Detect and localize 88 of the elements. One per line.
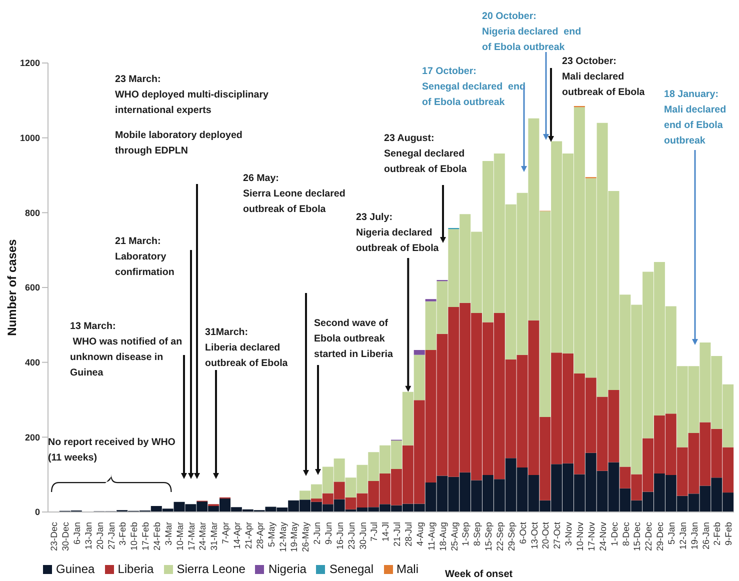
- y-tick-label: 1200: [20, 58, 40, 68]
- x-axis-title: Week of onset: [445, 569, 514, 580]
- x-tick-label: 21-Jul: [392, 522, 402, 547]
- x-tick-label: 10-Nov: [575, 522, 586, 552]
- annotation: 26 May: Sierra Leone declared outbreak of Ebola: [243, 173, 346, 215]
- y-tick-label: 200: [24, 432, 40, 442]
- x-tick-label: 23-Jun: [346, 522, 356, 550]
- y-axis-title: Number of cases: [5, 238, 19, 336]
- x-tick-label: 4-Aug: [414, 522, 425, 546]
- x-tick-label: 24-Nov: [598, 522, 608, 552]
- annotation: No report received by WHO (11 weeks): [48, 437, 176, 464]
- x-tick-label: 5-May: [266, 522, 276, 548]
- x-tick-label: 1-Dec: [609, 522, 620, 546]
- x-tick-label: 16-Jun: [334, 522, 345, 550]
- x-tick-label: 9-Feb: [724, 522, 734, 546]
- x-tick-label: 14-Apr: [232, 522, 242, 550]
- x-tick-label: 25-Aug: [449, 522, 460, 552]
- y-tick-label: 600: [24, 282, 40, 293]
- annotation: 18 January: Mali declared end of Ebola outbreak: [664, 89, 726, 146]
- x-tick-label: 11-Aug: [426, 522, 436, 550]
- x-tick-label: 2-Jun: [312, 522, 322, 545]
- annotation: 23 October: Mali declared outbreak of Ebola: [562, 56, 646, 98]
- x-tick-label: 5-Jan: [666, 522, 677, 545]
- x-tick-label: 8-Dec: [620, 522, 631, 546]
- x-tick-label: 19-May: [289, 522, 300, 552]
- x-tick-label: 6-Jan: [72, 522, 82, 545]
- annotation: 31March: Liberia declared outbreak of Ebola: [205, 327, 288, 369]
- x-tick-label: 17-Mar: [186, 522, 196, 551]
- x-tick-label: 1-Sep: [460, 522, 471, 546]
- x-tick-label: 15-Sep: [484, 522, 494, 552]
- annotation: 23 March: WHO deployed multi-disciplinary international experts: [115, 74, 270, 116]
- legend-label: Mali: [396, 562, 419, 576]
- x-tick-label: 9-Jun: [324, 522, 334, 545]
- y-tick-label: 800: [24, 208, 40, 218]
- annotation: 21 March: Laboratory confirmation: [115, 236, 174, 278]
- annotation: 13 March: WHO was notified of an unknown disease in Guinea: [70, 321, 182, 378]
- x-tick-label: 19-Jan: [689, 522, 700, 550]
- x-tick-label: 3-Feb: [118, 522, 128, 546]
- x-tick-label: 22-Dec: [644, 522, 654, 552]
- text: 20 October: Nigeria declared end of Ebola outbreak: [482, 11, 582, 53]
- x-tick-label: 6-Oct: [518, 522, 528, 544]
- x-tick-label: 13-Oct: [529, 522, 540, 550]
- annotation: 23 August: Senegal declared outbreak of Ebola: [384, 133, 468, 175]
- x-tick-label: 13-Jan: [83, 522, 94, 550]
- x-tick-label: 10-Mar: [174, 522, 185, 551]
- x-tick-label: 30-Dec: [60, 522, 71, 552]
- legend-label: Guinea: [56, 562, 95, 576]
- x-tick-label: 26-Jan: [700, 522, 711, 550]
- x-tick-label: 12-Jan: [678, 522, 688, 550]
- x-tick-label: 24-Mar: [198, 522, 208, 551]
- x-tick-label: 3-Nov: [564, 522, 574, 546]
- annotation: Mobile laboratory deployed through EDPLN: [115, 130, 242, 156]
- y-tick-label: 400: [24, 358, 40, 368]
- x-tick-label: 20-Oct: [540, 522, 551, 550]
- x-tick-label: 31-Mar: [209, 522, 220, 551]
- x-tick-label: 14-Jl: [380, 522, 391, 542]
- x-tick-label: 28-Apr: [254, 522, 265, 550]
- x-tick-label: 20-Jan: [94, 522, 105, 550]
- x-tick-label: 8-Sep: [472, 522, 482, 546]
- x-tick-label: 30-Jun: [358, 522, 368, 550]
- legend-label: Liberia: [118, 562, 154, 576]
- y-tick-label: 1000: [20, 133, 40, 144]
- x-tick-label: 26-May: [300, 522, 311, 552]
- x-tick-label: 17-Nov: [586, 522, 596, 552]
- x-tick-label: 24-Feb: [152, 522, 162, 551]
- x-tick-label: 22-Sep: [495, 522, 506, 552]
- x-tick-label: 23-Dec: [49, 522, 60, 552]
- x-tick-label: 27-Oct: [552, 522, 562, 550]
- legend-label: Senegal: [329, 562, 374, 576]
- x-tick-label: 18-Aug: [438, 522, 448, 552]
- x-tick-label: 29-Dec: [655, 522, 666, 552]
- x-tick-label: 7-Jul: [369, 522, 380, 542]
- x-tick-label: 10-Feb: [129, 522, 140, 551]
- x-tick-label: 12-May: [278, 522, 288, 552]
- x-tick-label: 29-Sep: [506, 522, 516, 552]
- legend-label: Sierra Leone: [176, 562, 246, 576]
- annotation: Second wave of Ebola outbreak started in Liberia: [314, 318, 394, 360]
- y-tick-label: 0: [34, 507, 40, 518]
- x-tick-label: 15-Dec: [632, 522, 642, 552]
- x-tick-label: 7-Apr: [220, 522, 231, 544]
- x-tick-label: 17-Feb: [140, 522, 151, 551]
- annotation: 23 July: Nigeria declared outbreak of Ebola: [356, 212, 440, 254]
- x-tick-label: 21-Apr: [243, 522, 254, 550]
- x-tick-label: 3-Mar: [163, 522, 174, 546]
- legend-label: Nigeria: [268, 562, 306, 576]
- x-tick-label: 2-Feb: [712, 522, 722, 546]
- x-tick-label: 28-Jul: [404, 522, 414, 547]
- x-tick-label: 27-Jan: [106, 522, 116, 550]
